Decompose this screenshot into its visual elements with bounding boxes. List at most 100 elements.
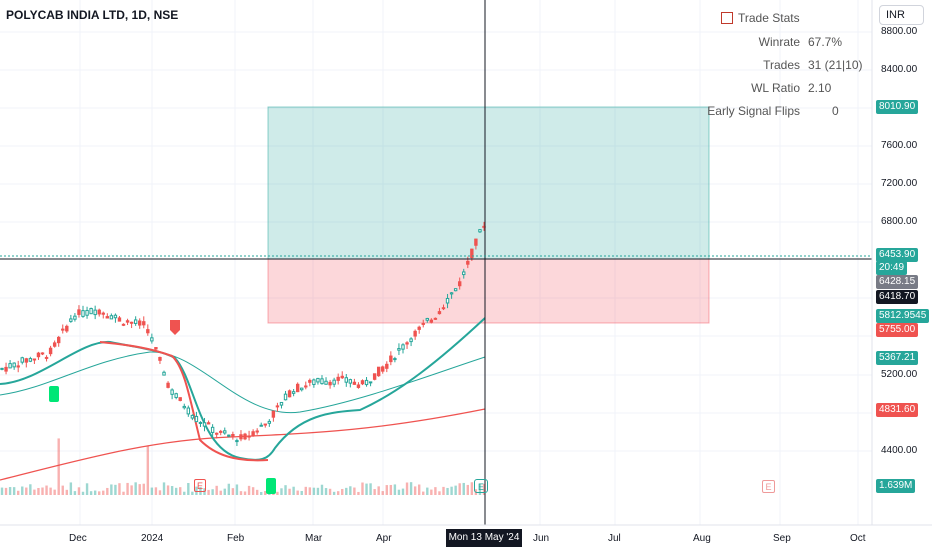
volume-bar [341,489,343,495]
candle-body [252,432,254,436]
time-tick-label: Sep [773,533,791,544]
candle-body [159,357,161,360]
candle-body [410,339,412,342]
volume-bar [130,485,132,495]
volume-bar [1,488,3,495]
candle-body [90,309,92,314]
candle-body [394,359,396,360]
volume-bar [357,492,359,495]
volume-bar [167,485,169,495]
candle-body [292,392,294,394]
candle-body [179,398,181,401]
sell-signal-marker [170,320,180,335]
candle-body [86,310,88,315]
time-tick-label: Oct [850,533,866,544]
candle-body [301,388,303,390]
candle-body [53,343,55,346]
price-tag: 6453.90 [876,248,918,262]
candle-body [114,315,116,317]
trade-stats-checkbox[interactable] [721,12,733,24]
candle-body [321,379,323,384]
volume-bar [333,492,335,495]
candle-body [369,382,371,383]
candle-body [199,422,201,423]
volume-bar [122,492,124,495]
currency-button[interactable]: INR [879,5,924,25]
candle-body [207,423,209,424]
entry-marker: E [474,479,488,493]
volume-bar [236,484,238,495]
candle-body [272,411,274,417]
volume-bar [325,488,327,495]
volume-bar [228,484,230,495]
volume-bar [284,485,286,495]
candle-body [171,390,173,394]
trade-stat-label: Winrate [700,35,800,49]
candle-body [74,316,76,319]
candle-body [163,372,165,375]
candle-body [94,310,96,314]
volume-bar [171,486,173,495]
volume-bar [256,490,258,495]
candle-body [29,359,31,362]
candle-body [9,364,11,368]
volume-bar [345,488,347,495]
time-tick-label: 2024 [141,533,163,544]
candle-body [126,321,128,322]
candle-body [118,318,120,321]
price-tag: 6428.15 [876,275,918,289]
candle-body [377,367,379,375]
time-tick-label: Mar [305,533,322,544]
candle-body [329,382,331,384]
candle-body [382,367,384,371]
candle-body [406,343,408,344]
price-tag: 5367.21 [876,351,918,365]
trade-stat-value: 67.7% [808,35,842,49]
volume-bar [305,487,307,495]
volume-bar [25,488,27,495]
volume-bar [252,487,254,495]
candle-body [147,330,149,333]
volume-bar [224,489,226,495]
candle-body [58,337,60,342]
volume-bar [426,488,428,495]
volume-bar [215,486,217,495]
volume-bar [296,491,298,495]
volume-bar [301,491,303,495]
candle-body [458,282,460,286]
volume-bar [102,491,104,495]
price-tick-label: 4400.00 [881,445,917,456]
volume-bar [147,445,149,495]
volume-bar [17,491,19,495]
candle-body [98,310,100,314]
volume-bar [321,485,323,495]
candle-body [434,318,436,319]
price-tag: 4831.60 [876,403,918,417]
candle-body [228,435,230,436]
candle-body [309,380,311,382]
volume-bar [276,492,278,495]
volume-bar [94,491,96,495]
candle-body [373,374,375,380]
volume-bar [410,482,412,495]
candle-body [155,348,157,349]
candle-body [276,406,278,407]
candle-body [21,358,23,362]
volume-bar [183,492,185,495]
candle-body [386,364,388,368]
candle-body [349,380,351,384]
volume-bar [402,489,404,495]
candle-body [220,431,222,432]
buy-signal-marker [49,386,59,402]
symbol-title: POLYCAB INDIA LTD, 1D, NSE [6,8,178,22]
volume-bar [163,482,165,495]
volume-bar [9,487,11,495]
volume-bar [337,491,339,495]
volume-bar [187,483,189,495]
candle-body [361,381,363,384]
volume-bar [90,491,92,495]
candle-body [122,324,124,325]
volume-bar [309,487,311,495]
candle-body [195,416,197,421]
time-tick-label: Jun [533,533,549,544]
